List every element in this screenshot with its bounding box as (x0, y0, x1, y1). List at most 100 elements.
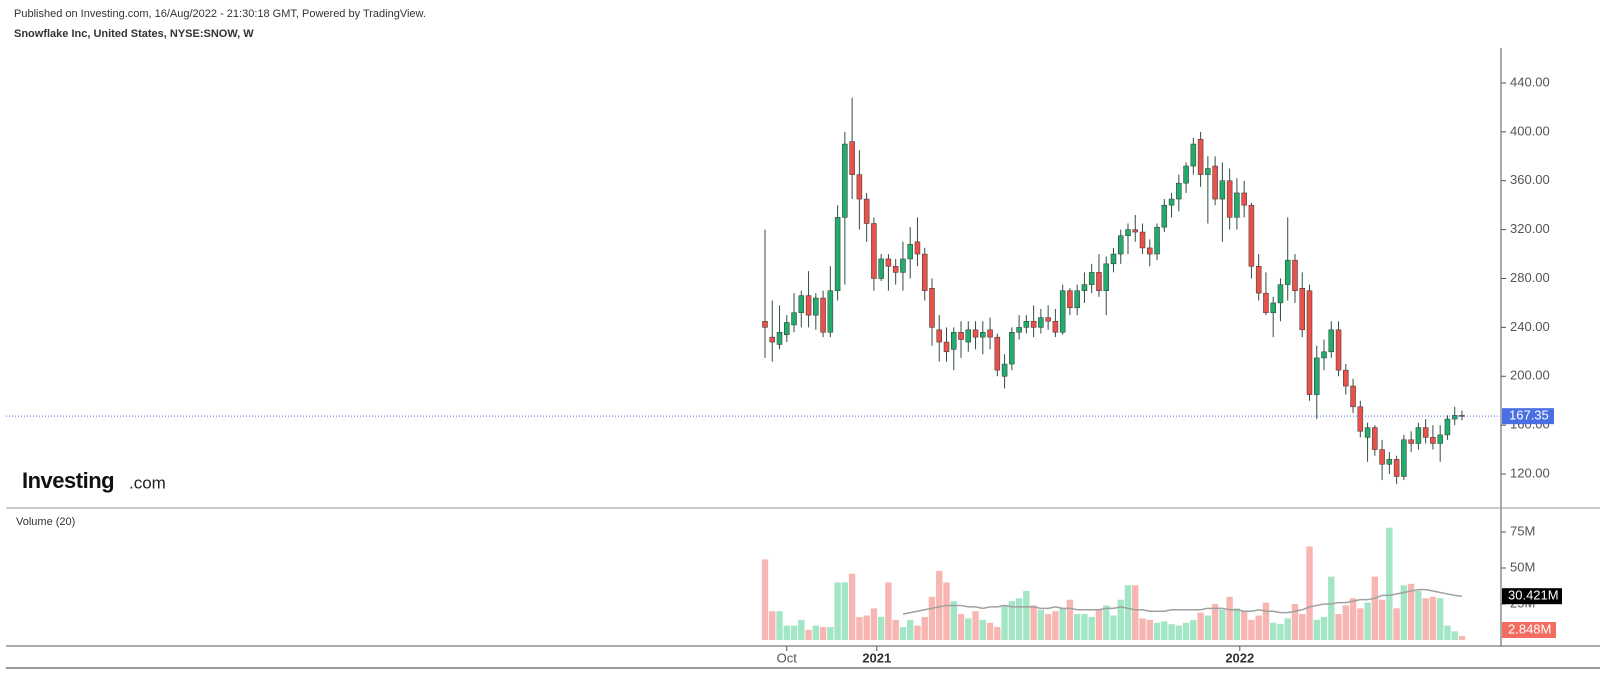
volume-bar (798, 619, 805, 640)
candle-body (1248, 204, 1255, 267)
volume-bar (892, 619, 899, 640)
candle-body (958, 332, 964, 340)
candle-body (1074, 290, 1080, 309)
y-tick-label: 200.00 (1510, 368, 1550, 383)
candle-body (943, 341, 950, 353)
candle-body (784, 322, 790, 335)
candle-body (791, 312, 797, 326)
y-tick-label: 400.00 (1510, 123, 1550, 138)
volume-bar (1233, 608, 1241, 640)
candle-body (1430, 437, 1436, 444)
volume-bar (805, 629, 812, 640)
candle-body (1197, 138, 1204, 175)
volume-bar (1211, 604, 1219, 640)
candle-body (1284, 259, 1291, 285)
volume-bar (1153, 622, 1161, 640)
volume-bar (1335, 614, 1342, 640)
volume-ma-label: 30.421M (1508, 588, 1559, 603)
logo: Investing (22, 468, 114, 493)
volume-bar (1270, 622, 1277, 640)
volume-bar (1190, 619, 1197, 640)
candle-body (1212, 165, 1218, 200)
volume-bar (769, 611, 776, 640)
candle-body (842, 143, 848, 218)
volume-bar (1146, 619, 1153, 640)
volume-bar (936, 570, 943, 640)
volume-bar (1262, 602, 1270, 640)
volume-bar (1451, 631, 1458, 640)
volume-bar (1349, 598, 1357, 640)
candle-body (863, 198, 870, 224)
volume-bar (783, 625, 790, 640)
candle-body (1190, 143, 1197, 167)
candle-body (1147, 247, 1153, 255)
candle-body (776, 332, 783, 345)
volume-bar (921, 616, 928, 640)
volume-bar (1073, 614, 1081, 640)
candle-body (834, 217, 841, 291)
candle-body (907, 244, 913, 260)
candle-body (871, 223, 877, 279)
volume-bar (1400, 585, 1408, 640)
candle-body (1379, 449, 1385, 465)
candle-body (1052, 321, 1059, 333)
volume-bar (1023, 591, 1030, 640)
candle-body (1234, 192, 1240, 218)
candle-body (1350, 385, 1356, 408)
candle-body (1030, 321, 1037, 328)
candle-body (1321, 351, 1327, 359)
x-tick-label: 2021 (862, 650, 891, 665)
candle-body (929, 288, 935, 328)
volume-bar (1008, 601, 1016, 640)
volume-bar (1059, 608, 1066, 640)
candle-body (921, 253, 928, 291)
candle-body (805, 295, 812, 316)
volume-bar (994, 627, 1001, 640)
logo-suffix: .com (129, 473, 166, 492)
candle-body (1386, 459, 1393, 465)
volume-bar (776, 611, 783, 640)
volume-bar (1299, 614, 1306, 640)
candle-body (1393, 459, 1400, 477)
volume-bar (928, 596, 936, 640)
volume-bar (863, 615, 870, 640)
candle-body (820, 297, 826, 333)
candle-body (1422, 427, 1429, 438)
volume-bar (1015, 598, 1023, 640)
candle-body (1154, 226, 1160, 255)
volume-bar (1386, 527, 1393, 640)
candle-body (1270, 302, 1276, 313)
volume-bar (1255, 615, 1262, 640)
volume-bar (1066, 599, 1074, 640)
y-tick-label: 280.00 (1510, 270, 1550, 285)
volume-bar (1436, 598, 1444, 640)
volume-bar (1378, 599, 1386, 640)
candle-body (1255, 266, 1262, 294)
last-price-label: 167.35 (1509, 408, 1549, 423)
volume-last-badge (1502, 622, 1556, 638)
candle-body (987, 329, 993, 338)
candle-body (1023, 321, 1030, 328)
candle-body (1067, 290, 1073, 309)
candle-body (1299, 288, 1305, 331)
last-price-badge (1502, 408, 1554, 425)
candle-body (1306, 290, 1313, 395)
x-tick-label: 2022 (1225, 650, 1254, 665)
candle-body (827, 290, 834, 333)
candle-body (980, 332, 986, 338)
volume-tick-label: 75M (1510, 523, 1535, 538)
candle-body (1328, 329, 1335, 353)
volume-bar (1248, 619, 1255, 640)
volume-bar (819, 627, 827, 640)
candle-body (1415, 427, 1422, 444)
volume-bar (1422, 598, 1429, 640)
volume-bar (1095, 609, 1103, 640)
volume-bar (834, 582, 841, 640)
candle-body (1103, 263, 1109, 291)
candle-body (1277, 284, 1284, 304)
candle-body (965, 329, 972, 343)
candle-body (1016, 327, 1022, 333)
candle-body (1139, 231, 1146, 249)
candle-body (1205, 168, 1211, 175)
